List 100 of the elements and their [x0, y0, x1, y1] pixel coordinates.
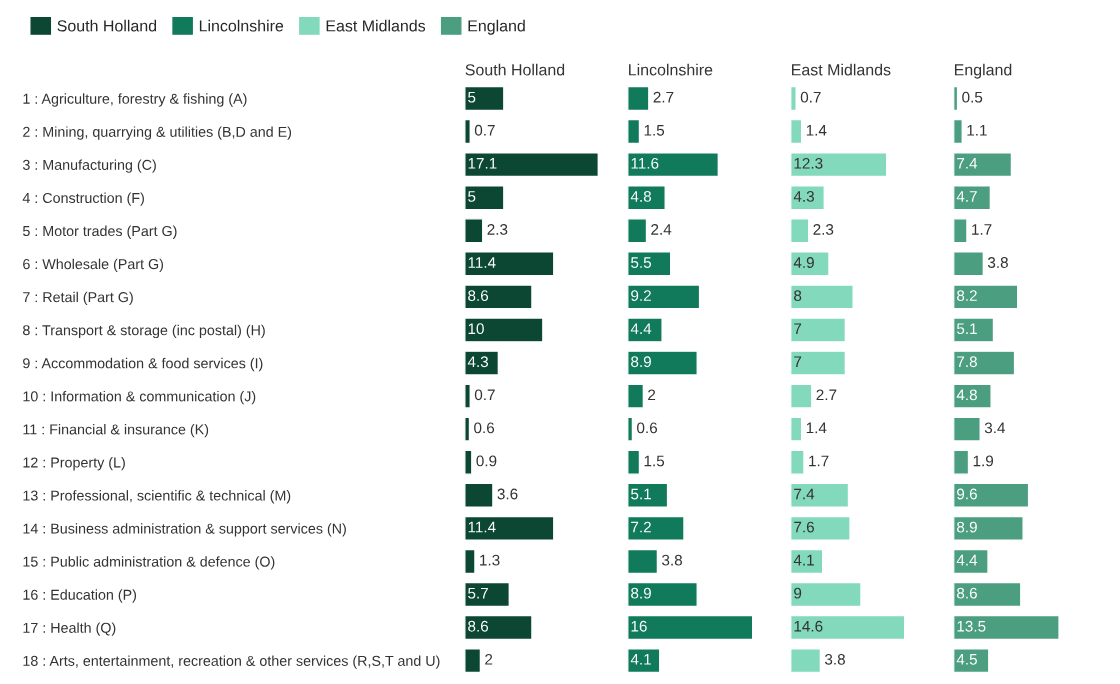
- bar: [790, 383, 813, 409]
- data-label: 8.6: [957, 587, 977, 599]
- data-label: 1.5: [644, 455, 665, 467]
- bar: [790, 648, 822, 674]
- data-label: 8.2: [957, 290, 977, 301]
- data-label: 2.7: [653, 91, 674, 103]
- data-label: 8.6: [468, 290, 489, 301]
- data-label: 4.1: [630, 654, 651, 665]
- bar: [790, 152, 888, 178]
- data-label: 8.9: [631, 587, 651, 599]
- bar: [464, 614, 533, 641]
- data-label: 7.2: [631, 521, 651, 533]
- bar: [790, 284, 854, 310]
- bar: [953, 218, 968, 244]
- bar: [464, 218, 484, 244]
- bar: [464, 383, 471, 409]
- data-label: 7: [794, 323, 802, 334]
- data-label: 7.4: [957, 158, 978, 169]
- data-label: 17.1: [468, 158, 497, 169]
- bar: [627, 85, 650, 112]
- data-label: 5.1: [956, 323, 977, 335]
- data-label: 2.7: [816, 389, 837, 401]
- legend-label: East Midlands: [326, 19, 426, 32]
- data-label: 14.6: [794, 620, 823, 632]
- bar: [464, 416, 471, 442]
- bar: [464, 152, 599, 178]
- bar: [790, 85, 797, 112]
- bar: [627, 152, 720, 178]
- y-tick-label: 4 : Construction (F): [22, 192, 144, 206]
- bar: [953, 449, 970, 475]
- data-label: 1.3: [480, 554, 500, 566]
- data-label: 2: [648, 389, 656, 401]
- chart-title: Lincolnshire: [629, 63, 713, 76]
- bar: [627, 383, 645, 409]
- data-label: 13.5: [957, 620, 986, 632]
- data-label: 3.8: [824, 653, 845, 665]
- data-label: 4.8: [630, 190, 651, 202]
- data-label: 3.4: [984, 422, 1006, 434]
- data-label: 1.4: [806, 422, 827, 434]
- data-label: 4.4: [956, 554, 978, 566]
- data-label: 4.3: [467, 356, 489, 368]
- data-label: 4.9: [793, 257, 814, 268]
- bar: [464, 449, 473, 475]
- bar: [627, 482, 669, 508]
- data-label: 3.8: [662, 554, 683, 566]
- bar: [790, 416, 803, 442]
- chart-title: South Holland: [465, 63, 565, 76]
- y-tick-label: 2 : Mining, quarrying & utilities (B,D and E): [23, 126, 292, 140]
- bar: [464, 482, 494, 508]
- data-label: 8.6: [468, 620, 489, 632]
- data-label: 3.8: [987, 257, 1008, 268]
- y-tick-label: 3 : Manufacturing (C): [22, 159, 156, 173]
- legend-label: Lincolnshire: [199, 19, 284, 32]
- data-label: 3.6: [497, 488, 518, 500]
- y-tick-label: 18 : Arts, entertainment, recreation & other services (R,S,T and U): [23, 655, 440, 669]
- bar: [790, 614, 906, 641]
- bar: [953, 416, 981, 442]
- bar: [953, 383, 992, 409]
- bar: [790, 251, 830, 277]
- bar: [953, 350, 1016, 376]
- bar: [953, 614, 1060, 641]
- y-tick-label: 7 : Retail (Part G): [23, 291, 133, 306]
- y-tick-label: 8 : Transport & storage (inc postal) (H): [23, 324, 265, 339]
- bar: [627, 614, 754, 641]
- bar: [953, 515, 1024, 541]
- bar: [627, 118, 641, 145]
- data-label: 11.6: [631, 157, 659, 169]
- y-tick-label: 12 : Property (L): [23, 457, 125, 471]
- bar: [790, 482, 850, 508]
- bar: [627, 218, 648, 244]
- data-label: 0.9: [476, 455, 497, 467]
- bar: [953, 317, 995, 343]
- data-label: 1.9: [973, 455, 994, 467]
- data-label: 11.4: [468, 521, 496, 533]
- data-label: 11.4: [468, 257, 496, 268]
- bar: [953, 482, 1030, 508]
- bar: [464, 85, 505, 112]
- bar: [464, 284, 533, 310]
- data-label: 12.3: [794, 157, 823, 169]
- data-label: 4.7: [956, 191, 977, 202]
- bar: [627, 185, 666, 211]
- y-tick-label: 9 : Accommodation & food services (I): [23, 357, 263, 372]
- data-label: 0.7: [474, 389, 495, 401]
- bar: [464, 515, 555, 541]
- data-label: 1.7: [809, 455, 829, 467]
- data-label: 4.1: [793, 554, 814, 566]
- bar: [953, 648, 990, 674]
- bar: [464, 350, 500, 376]
- data-label: 7.8: [957, 356, 977, 368]
- data-label: 4.8: [956, 389, 977, 401]
- data-label: 5: [468, 91, 476, 103]
- data-label: 8.9: [631, 356, 651, 368]
- data-label: 5.1: [631, 488, 651, 500]
- data-label: 8: [794, 290, 802, 301]
- bar: [790, 515, 851, 541]
- y-tick-label: 10 : Information & communication (J): [23, 390, 256, 405]
- y-tick-label: 17 : Health (Q): [23, 622, 116, 636]
- bar: [790, 350, 847, 376]
- y-tick-label: 16 : Education (P): [23, 589, 137, 603]
- data-label: 5.5: [631, 257, 652, 268]
